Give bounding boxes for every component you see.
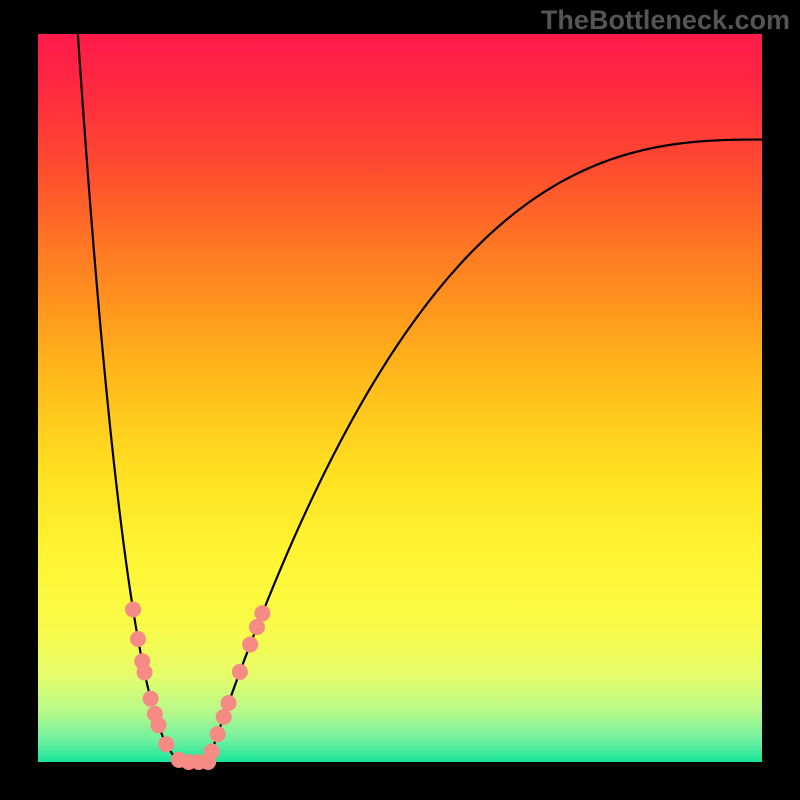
data-point xyxy=(255,606,270,621)
data-points-layer xyxy=(38,34,762,762)
data-point xyxy=(151,718,166,733)
data-point xyxy=(232,664,247,679)
data-point xyxy=(137,665,152,680)
plot-area xyxy=(38,34,762,762)
data-point xyxy=(143,691,158,706)
watermark-text: TheBottleneck.com xyxy=(541,5,790,36)
chart-container: TheBottleneck.com xyxy=(0,0,800,800)
data-point xyxy=(221,696,236,711)
data-point xyxy=(204,744,219,759)
data-point xyxy=(243,637,258,652)
data-point xyxy=(131,632,146,647)
data-point xyxy=(249,620,264,635)
data-point xyxy=(159,737,174,752)
data-point xyxy=(126,602,141,617)
scatter-points xyxy=(126,602,270,770)
data-point xyxy=(210,727,225,742)
data-point xyxy=(216,709,231,724)
